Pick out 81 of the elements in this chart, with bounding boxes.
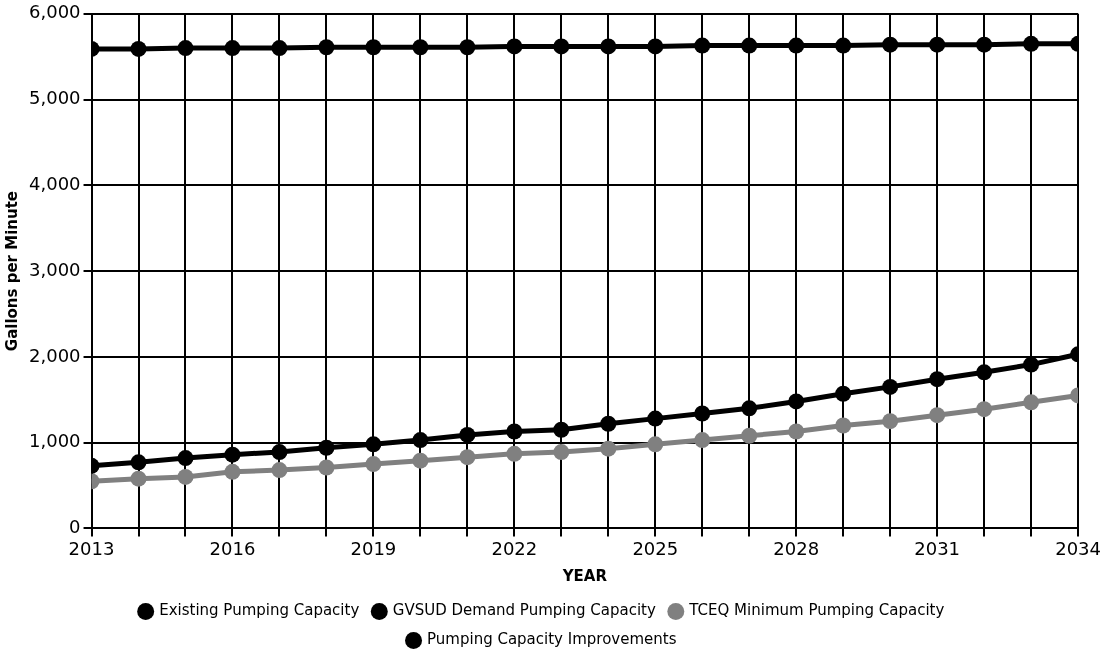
point [412, 39, 429, 56]
point [647, 436, 664, 453]
point [741, 400, 758, 417]
y-axis-title: Gallons per Minute [2, 191, 21, 352]
y-tick-label: 1,000 [29, 430, 81, 452]
y-tick-label: 2,000 [29, 344, 81, 366]
point [976, 401, 993, 418]
legend-label: TCEQ Minimum Pumping Capacity [688, 601, 945, 620]
point [1023, 356, 1040, 373]
y-tick-label: 0 [69, 516, 81, 538]
point [365, 436, 382, 453]
point [553, 421, 570, 438]
point [882, 378, 899, 395]
x-tick-label: 2028 [773, 537, 820, 559]
point [318, 459, 335, 476]
point [882, 36, 899, 53]
point [976, 364, 993, 381]
point [694, 37, 711, 54]
point [365, 456, 382, 473]
point [694, 432, 711, 449]
x-axis-title: YEAR [561, 566, 608, 585]
point [694, 405, 711, 422]
x-tick-label: 2019 [350, 537, 397, 559]
point [929, 407, 946, 424]
point [412, 452, 429, 469]
point [177, 40, 194, 57]
point [130, 454, 147, 471]
y-tick-label: 3,000 [29, 258, 81, 280]
point [224, 463, 241, 480]
point [224, 446, 241, 463]
point [600, 38, 617, 55]
legend-label: Existing Pumping Capacity [159, 601, 360, 620]
y-tick-label: 6,000 [29, 1, 81, 23]
point [647, 38, 664, 55]
point [177, 468, 194, 485]
point [835, 417, 852, 434]
point [506, 423, 523, 440]
legend-label: GVSUD Demand Pumping Capacity [392, 601, 656, 620]
point [929, 371, 946, 388]
point [459, 426, 476, 443]
point [929, 36, 946, 53]
point [788, 37, 805, 54]
point [647, 410, 664, 427]
point [1023, 35, 1040, 52]
point [130, 40, 147, 57]
point [365, 39, 382, 56]
point [506, 38, 523, 55]
point [506, 445, 523, 462]
point [600, 440, 617, 457]
x-tick-label: 2016 [209, 537, 256, 559]
y-tick-label: 5,000 [29, 87, 81, 109]
x-tick-label: 2022 [491, 537, 538, 559]
point [553, 444, 570, 461]
point [600, 415, 617, 432]
point [130, 470, 147, 487]
legend-label: Pumping Capacity Improvements [427, 630, 677, 649]
point [271, 40, 288, 57]
point [412, 432, 429, 449]
y-tick-label: 4,000 [29, 173, 81, 195]
x-tick-label: 2025 [632, 537, 679, 559]
point [1023, 394, 1040, 411]
point [318, 39, 335, 56]
point [459, 449, 476, 466]
point [271, 444, 288, 461]
point [741, 427, 758, 444]
x-tick-label: 2013 [68, 537, 115, 559]
point [177, 450, 194, 467]
point [224, 40, 241, 57]
point [271, 462, 288, 479]
point [976, 36, 993, 53]
point [882, 413, 899, 430]
x-tick-label: 2034 [1055, 537, 1101, 559]
point [459, 39, 476, 56]
point [788, 423, 805, 440]
point [553, 38, 570, 55]
point [788, 393, 805, 410]
x-tick-label: 2031 [914, 537, 961, 559]
point [741, 37, 758, 54]
point [835, 37, 852, 54]
point [318, 439, 335, 456]
point [835, 385, 852, 402]
